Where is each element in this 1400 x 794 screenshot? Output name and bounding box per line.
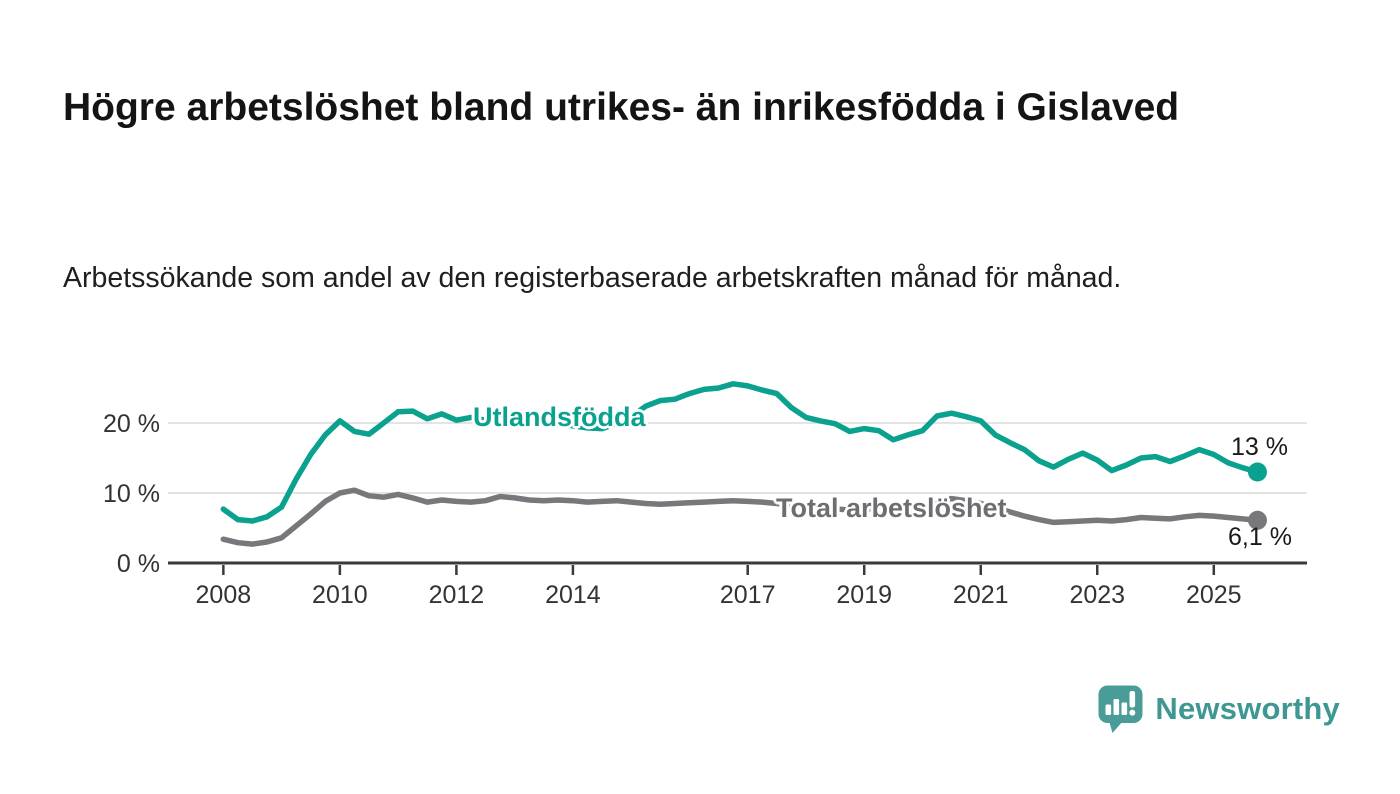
y-tick-label: 20 % [103,410,160,438]
x-tick-label: 2017 [720,581,776,609]
series-line-1 [220,487,1261,547]
x-tick-label: 2019 [836,581,892,609]
end-value-label-total: 6,1 % [1228,523,1292,551]
x-tick-label: 2010 [312,581,368,609]
newsworthy-chart-bubble-icon [1098,685,1143,733]
series-end-dot-1 [1247,510,1267,530]
end-value-label-utlandsfodda: 13 % [1231,433,1288,461]
x-tick-label: 2025 [1186,581,1242,609]
newsworthy-branding: Newsworthy [1097,684,1340,733]
series-label-utlandsfodda: Utlandsfödda [473,402,646,432]
y-tick-label: 0 % [117,550,160,578]
x-tick-label: 2023 [1069,581,1125,609]
chart-subtitle: Arbetssökande som andel av den registerb… [63,261,1122,294]
x-tick-label: 2014 [545,581,601,609]
page-title: Högre arbetslöshet bland utrikes- än inr… [63,86,1180,130]
y-tick-label: 10 % [103,480,160,508]
x-tick-label: 2021 [953,581,1009,609]
x-tick-label: 2008 [196,581,252,609]
x-tick-label: 2012 [429,581,485,609]
newsworthy-wordmark: Newsworthy [1155,690,1340,726]
series-end-dot-0 [1247,462,1267,482]
series-label-total-arbetsloshet: Total arbetslöshet [776,493,1007,523]
series-line-0 [220,381,1261,524]
